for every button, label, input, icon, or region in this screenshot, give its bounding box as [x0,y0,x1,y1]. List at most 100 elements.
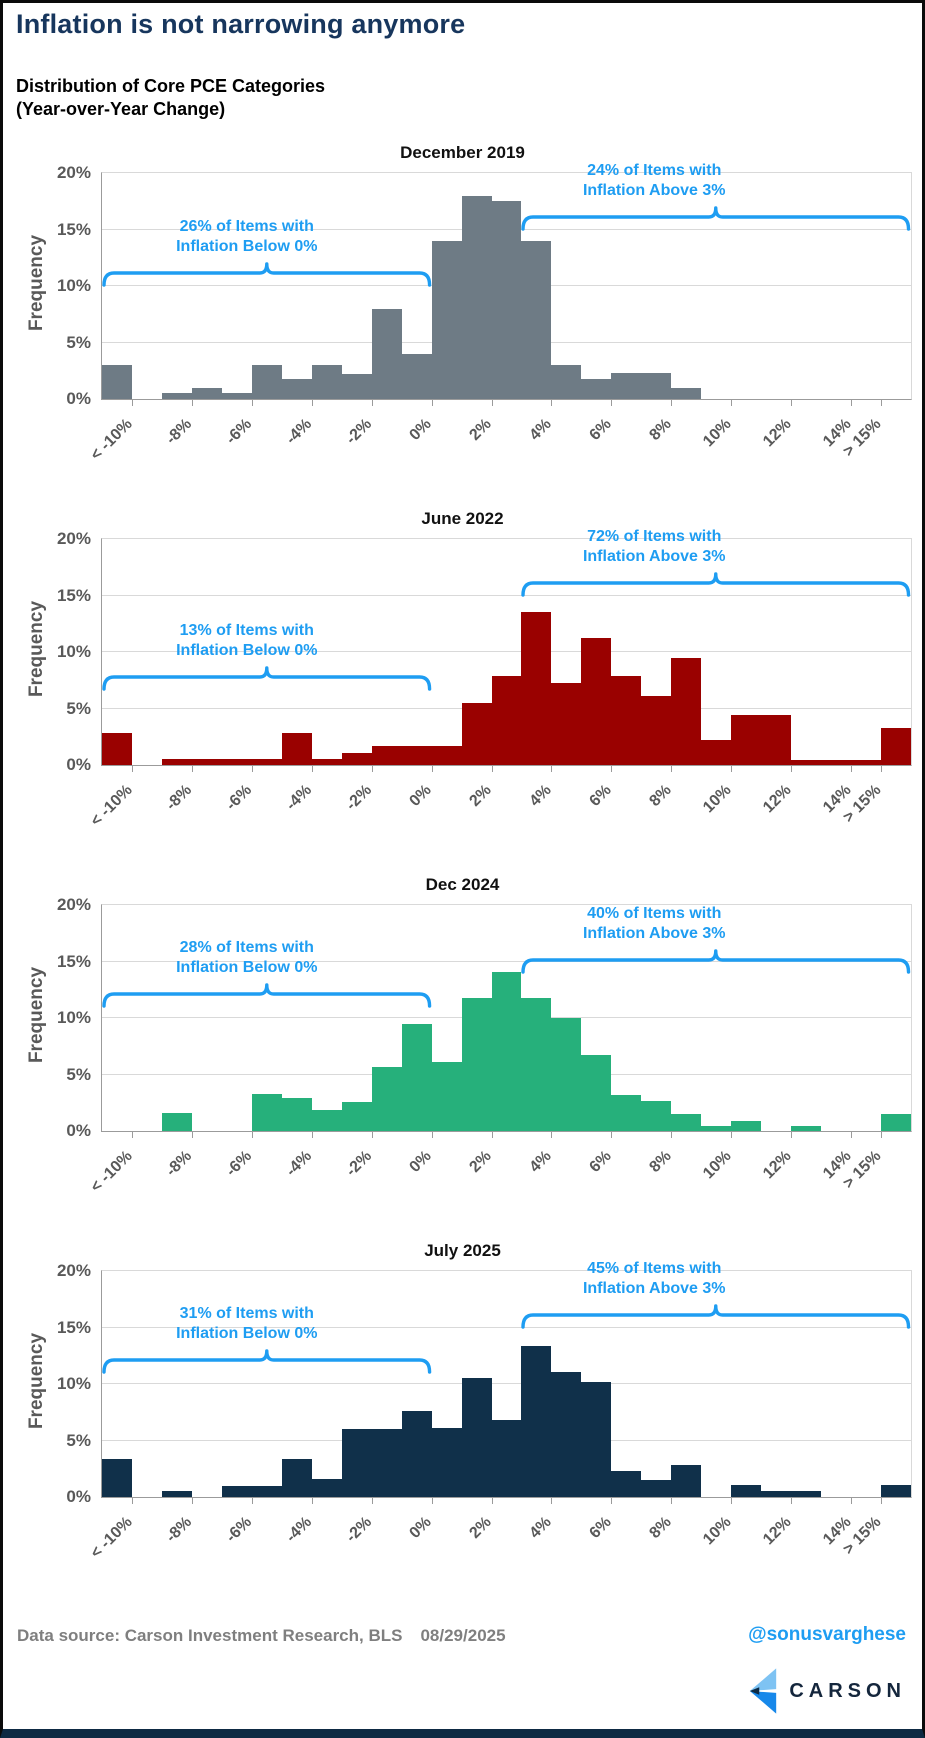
x-tick-label: -8% [163,1513,196,1546]
subtitle-line-2: (Year-over-Year Change) [16,99,226,120]
x-tick-label: -4% [283,1513,316,1546]
x-tick [551,765,553,772]
histogram-bar [641,1480,672,1497]
histogram-bar [671,1465,702,1497]
x-tick-label: -2% [343,1147,376,1180]
annotation-line: 72% of Items with [587,527,722,545]
twitter-handle: @sonusvarghese [748,1624,906,1645]
histogram-bar [281,378,312,399]
annotation-text: 45% of Items with Inflation Above 3% [583,1259,726,1299]
x-tick [671,1131,673,1138]
histogram-bar [341,752,372,765]
annotation-line: Inflation Above 3% [582,181,726,199]
x-tick-label: 0% [406,1147,436,1177]
annotation-above-three: 72% of Items with Inflation Above 3% [521,528,911,597]
histogram-bar [521,1345,552,1497]
y-tick-label: 15% [56,585,91,605]
x-tick [731,1131,733,1138]
histogram-bar [401,1411,432,1497]
x-tick-label: -4% [283,415,316,448]
histogram-bar [161,393,192,399]
x-tick-label: 0% [406,781,436,811]
x-tick-label: 4% [526,1147,556,1177]
y-tick-label: 10% [56,1374,91,1393]
annotation-line: 40% of Items with [587,904,722,922]
histogram-bar [761,715,792,765]
y-tick-label: 0% [66,1487,91,1506]
x-tick-label: 8% [646,1147,675,1177]
y-tick-label: 0% [66,389,91,408]
histogram-bar [251,759,282,765]
x-tick-label: 4% [526,1513,556,1543]
x-tick [371,1131,373,1138]
x-tick-label: 0% [406,415,436,445]
y-axis-label: Frequency [26,600,47,698]
histogram-bar [431,1428,462,1497]
chart-title: July 2025 [424,1241,501,1260]
annotation-line: Inflation Below 0% [176,238,318,255]
histogram-bar [671,1114,702,1131]
histogram-bar [881,727,911,765]
x-tick-label: 2% [466,1513,496,1543]
brace-icon [102,666,432,692]
x-tick-label: 12% [760,781,795,817]
x-tick [191,399,193,406]
chart-june-2022: June 2022 Frequency 13% of Items with In… [3,506,922,872]
histogram-bar [851,760,882,765]
x-tick [311,1497,313,1504]
brace-icon [102,262,432,287]
x-tick [851,765,853,772]
histogram-bar [371,308,402,399]
histogram-bar [341,1101,372,1131]
annotation-text: 31% of Items with Inflation Below 0% [176,1304,317,1344]
x-tick-label: < -10% [87,781,136,830]
x-tick [551,1131,553,1138]
y-tick-label: 10% [56,276,91,295]
x-tick-label: 2% [466,1147,496,1177]
gridline [102,1326,911,1328]
y-tick-label: 10% [56,1008,91,1027]
histogram-bar [281,1098,312,1131]
x-tick-label: 12% [760,415,795,451]
x-tick [881,1497,883,1504]
x-tick [131,1131,133,1138]
x-tick [791,1497,793,1504]
source-text: Data source: Carson Investment Research,… [17,1626,403,1645]
histogram-bar [581,638,612,765]
x-tick-label: -4% [283,781,316,814]
footer: Data source: Carson Investment Research,… [3,1604,922,1726]
x-tick [671,1497,673,1504]
plot-area: 26% of Items with Inflation Below 0% 24%… [57,162,912,464]
x-tick-label: 4% [526,415,556,445]
histogram-bar [821,760,852,765]
x-tick [431,1497,433,1504]
histogram-bar [461,702,492,765]
annotation-line: Inflation Above 3% [582,547,726,565]
y-tick-label: 20% [56,1261,91,1280]
page-title: Inflation is not narrowing anymore [16,9,466,39]
histogram-bar [551,1018,582,1131]
x-tick-label: -2% [343,781,376,814]
carson-logo: CARSON [747,1666,906,1716]
x-tick [491,399,493,406]
histogram-bar [191,387,222,399]
plot-area: 13% of Items with Inflation Below 0% 72%… [57,528,912,830]
carson-logo-text: CARSON [789,1679,906,1702]
annotation-line: 31% of Items with [179,1304,314,1322]
histogram-bar [102,733,132,765]
x-tick [881,765,883,772]
histogram-bar [491,675,522,765]
histogram-bar [371,1066,402,1131]
x-tick [791,399,793,406]
histogram-bar [281,733,312,765]
x-tick [371,765,373,772]
x-tick-label: -2% [343,415,376,448]
x-tick [881,399,883,406]
histogram-bar [161,1112,192,1131]
x-tick-label: -4% [283,1147,316,1180]
x-tick [611,1497,613,1504]
histogram-bar [102,1458,132,1497]
brace-icon [102,1349,432,1374]
x-tick-label: -6% [223,1147,256,1180]
annotation-line: Inflation Above 3% [582,924,726,942]
